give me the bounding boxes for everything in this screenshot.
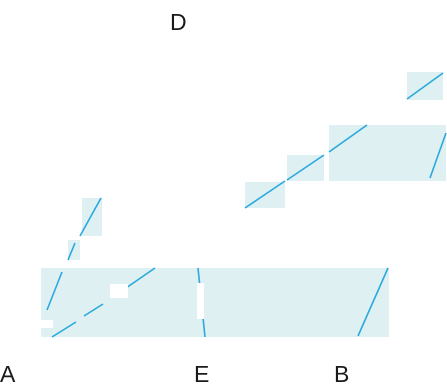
- patch-upper-right: [329, 125, 446, 181]
- patch-bottom-band: [41, 268, 389, 337]
- segment-left-small: [67, 242, 76, 261]
- segment-left-lower: [46, 271, 63, 311]
- patch-left-small: [68, 240, 80, 260]
- segment-bottom-dash-a: [51, 321, 77, 338]
- label-point-b: B: [334, 361, 349, 387]
- label-point-d: D: [170, 9, 187, 35]
- segment-upper-diagonal: [328, 124, 368, 153]
- segment-low-step: [244, 180, 286, 209]
- highlight-patches: [41, 72, 446, 337]
- segment-mid-step: [286, 154, 325, 181]
- segment-bottom-right: [357, 267, 389, 337]
- segment-right-edge: [429, 132, 447, 179]
- gap-marks: [41, 283, 204, 328]
- gap-mark-vertical: [197, 283, 204, 319]
- line-segments: [46, 72, 447, 338]
- patch-left-upper: [82, 198, 102, 236]
- segment-bottom-dash-b: [83, 303, 104, 317]
- label-point-e: E: [194, 361, 209, 387]
- segment-top-right: [406, 72, 444, 100]
- gap-mark-left: [41, 320, 53, 328]
- label-point-a: A: [0, 361, 16, 387]
- segment-left-steep: [79, 197, 102, 237]
- gap-mark-square: [110, 284, 128, 298]
